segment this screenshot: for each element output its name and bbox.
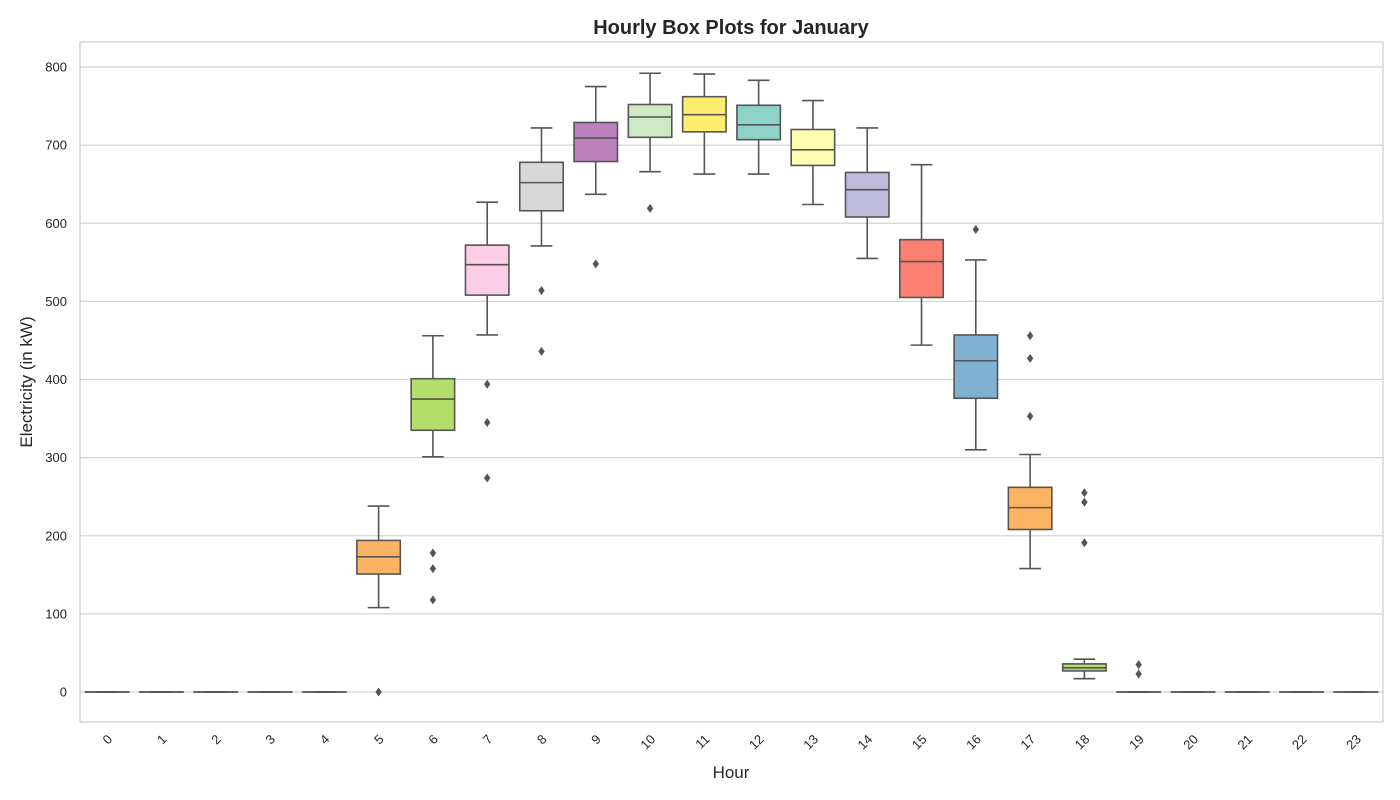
box-hour-17 bbox=[1007, 331, 1053, 570]
x-tick-label: 3 bbox=[262, 732, 278, 748]
box-hour-10 bbox=[627, 72, 673, 213]
outlier-point bbox=[538, 285, 545, 295]
outlier-point bbox=[483, 379, 491, 389]
x-tick-label: 2 bbox=[208, 732, 224, 748]
x-tick-label: 21 bbox=[1235, 732, 1256, 753]
x-tick-label: 18 bbox=[1072, 732, 1093, 753]
box-hour-19 bbox=[1116, 660, 1162, 693]
y-tick-label: 100 bbox=[45, 606, 67, 621]
outlier-point bbox=[1135, 669, 1142, 679]
outlier-point bbox=[1081, 488, 1088, 498]
x-tick-label: 14 bbox=[855, 732, 876, 753]
y-tick-label: 600 bbox=[45, 216, 67, 231]
outlier-point bbox=[972, 225, 980, 234]
y-tick-label: 200 bbox=[45, 528, 67, 543]
outlier-point bbox=[538, 346, 545, 356]
box-hour-8 bbox=[518, 127, 564, 356]
iqr-box bbox=[790, 128, 836, 167]
iqr-box bbox=[736, 104, 782, 141]
x-tick-labels: 0 1 2 3 4 5 6 7 8 9 10 11 12 13 14 15 16 17 18 19 20 21 22 23 bbox=[100, 732, 1364, 753]
iqr-box bbox=[573, 121, 619, 163]
iqr-box bbox=[410, 377, 456, 432]
box-hour-12 bbox=[736, 79, 782, 175]
iqr-box bbox=[899, 238, 945, 299]
outlier-point bbox=[1081, 497, 1088, 507]
iqr-box bbox=[518, 161, 564, 212]
x-tick-label: 22 bbox=[1289, 732, 1310, 753]
x-tick-label: 0 bbox=[100, 732, 116, 748]
x-tick-label: 11 bbox=[692, 732, 712, 752]
grid-lines bbox=[80, 66, 1383, 693]
x-tick-label: 8 bbox=[534, 732, 550, 748]
box-hour-13 bbox=[790, 99, 836, 206]
x-tick-label: 12 bbox=[746, 732, 767, 753]
box-hour-14 bbox=[844, 127, 890, 260]
box-hour-15 bbox=[899, 163, 945, 346]
outlier-point bbox=[1081, 538, 1088, 548]
x-tick-label: 19 bbox=[1126, 732, 1147, 753]
iqr-box bbox=[627, 103, 673, 139]
y-tick-label: 500 bbox=[45, 294, 67, 309]
x-tick-label: 10 bbox=[637, 732, 658, 753]
iqr-box bbox=[844, 171, 890, 218]
outlier-point bbox=[429, 595, 437, 605]
y-tick-label: 700 bbox=[45, 138, 67, 153]
box-hour-6 bbox=[410, 334, 456, 605]
chart-title: Hourly Box Plots for January bbox=[593, 17, 869, 39]
outlier-point bbox=[429, 564, 437, 574]
x-tick-label: 5 bbox=[371, 732, 387, 748]
outlier-point bbox=[1135, 660, 1142, 670]
box-hour-16 bbox=[953, 225, 999, 451]
y-tick-labels: 0 100 200 300 400 500 600 700 800 bbox=[45, 60, 67, 700]
y-tick-label: 800 bbox=[45, 60, 67, 75]
outlier-point bbox=[1026, 411, 1034, 421]
box-hour-11 bbox=[681, 73, 727, 175]
box-hour-9 bbox=[573, 85, 619, 269]
y-tick-label: 0 bbox=[60, 685, 67, 700]
y-tick-label: 400 bbox=[45, 372, 67, 387]
outlier-point bbox=[1026, 331, 1034, 341]
x-tick-label: 16 bbox=[963, 732, 984, 753]
y-tick-label: 300 bbox=[45, 450, 67, 465]
x-tick-label: 7 bbox=[480, 732, 496, 748]
outlier-point bbox=[1026, 353, 1034, 363]
boxes-layer bbox=[84, 72, 1379, 697]
outlier-point bbox=[429, 548, 437, 558]
outlier-point bbox=[483, 417, 491, 427]
x-tick-label: 15 bbox=[909, 732, 930, 753]
x-tick-label: 9 bbox=[588, 732, 604, 748]
x-tick-label: 4 bbox=[317, 732, 333, 748]
x-tick-label: 17 bbox=[1017, 732, 1038, 753]
box-hour-18 bbox=[1061, 488, 1107, 680]
iqr-box bbox=[464, 244, 510, 296]
outlier-point bbox=[646, 203, 654, 213]
outlier-point bbox=[483, 473, 491, 483]
iqr-box bbox=[953, 334, 999, 400]
y-axis-label: Electricity (in kW) bbox=[17, 316, 36, 447]
x-tick-label: 13 bbox=[800, 732, 821, 753]
plot-frame bbox=[79, 41, 1384, 723]
x-tick-label: 6 bbox=[425, 732, 441, 748]
x-tick-label: 1 bbox=[154, 732, 170, 748]
box-hour-7 bbox=[464, 201, 510, 483]
box-hour-5 bbox=[356, 505, 402, 697]
x-axis-label: Hour bbox=[713, 763, 750, 782]
outlier-point bbox=[375, 687, 382, 697]
x-tick-label: 20 bbox=[1180, 732, 1201, 753]
x-tick-label: 23 bbox=[1343, 732, 1364, 753]
outlier-point bbox=[592, 259, 599, 269]
